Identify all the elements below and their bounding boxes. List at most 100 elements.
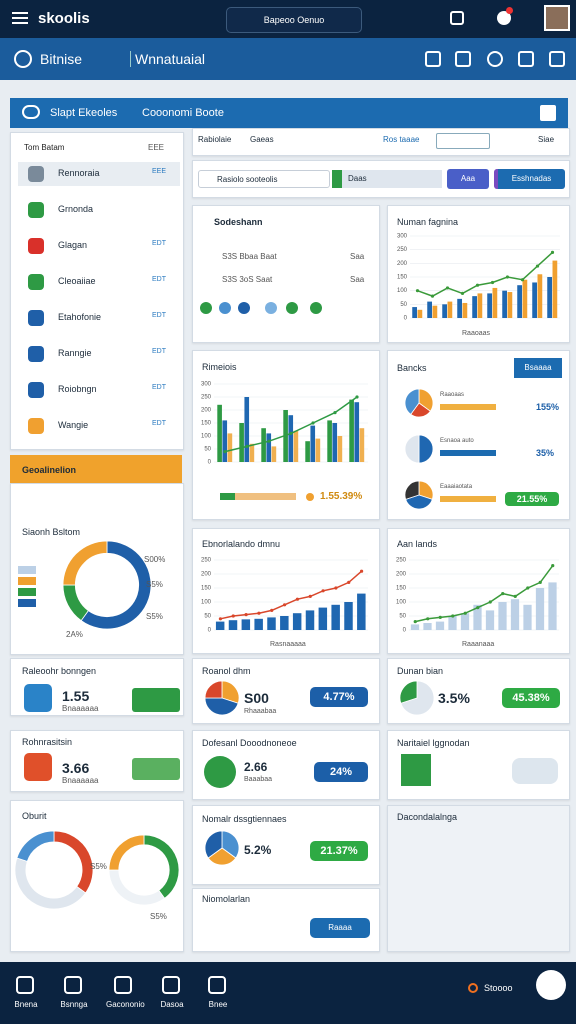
card-title: Sodeshann <box>214 217 263 227</box>
card-title: Geoalinelion <box>22 465 77 475</box>
nav-label[interactable]: Grnonda <box>58 204 94 214</box>
select[interactable]: Daas <box>332 170 442 188</box>
bar <box>412 307 417 318</box>
nav-icon <box>28 418 44 434</box>
pie-slice <box>204 680 223 699</box>
point <box>438 615 442 619</box>
bar <box>305 441 310 462</box>
icon[interactable] <box>549 51 565 67</box>
button[interactable]: Aaa <box>447 169 489 189</box>
nav-label[interactable]: Gacononio <box>106 1000 145 1009</box>
tab[interactable]: Rabiolaie <box>198 135 232 144</box>
tab[interactable]: Gaeas <box>250 135 274 144</box>
tab[interactable]: Siae <box>538 135 555 144</box>
nav-icon <box>28 202 44 218</box>
y-tick-label: 300 <box>201 382 212 388</box>
nav-icon[interactable] <box>162 976 180 994</box>
bar <box>442 304 447 318</box>
nav-label[interactable]: Bsnnga <box>60 1000 88 1009</box>
point <box>488 600 492 604</box>
search-box[interactable]: Bapeoo Oenuo <box>226 7 362 33</box>
kpi-sub: Baaabaa <box>244 776 273 783</box>
bar <box>473 604 482 630</box>
point <box>526 586 530 590</box>
card-title: Numan fagnina <box>397 217 459 227</box>
callout: 2A% <box>66 630 83 639</box>
tab[interactable]: Ros taaae <box>383 135 420 144</box>
nav-label[interactable]: Ranngie <box>58 348 92 358</box>
icon[interactable] <box>455 51 471 67</box>
tab-input[interactable] <box>436 133 490 149</box>
donut-slice <box>108 834 145 871</box>
bar <box>547 277 552 318</box>
pie-slice <box>207 847 237 866</box>
icon[interactable] <box>518 51 534 67</box>
nav-icon[interactable] <box>16 976 34 994</box>
bar-chart: 0 50 100 150 200 250 <box>201 558 368 634</box>
avatar[interactable] <box>544 5 570 31</box>
bar <box>532 282 537 318</box>
nav-label[interactable]: Bnee <box>208 1000 228 1009</box>
icon[interactable] <box>540 105 556 121</box>
point <box>295 597 300 601</box>
card-subtitle: Siaonh Bsltom <box>22 527 81 537</box>
nav-label[interactable]: Etahofonie <box>58 312 102 322</box>
nav-icon <box>28 238 44 254</box>
bar-chart: 0 50 100 150 200 250 300 <box>201 382 368 466</box>
section-bar <box>10 98 568 128</box>
search-input[interactable]: Rasiolo sooteolis <box>198 170 330 188</box>
y-tick-label: 150 <box>397 275 408 281</box>
point <box>244 613 248 617</box>
bar <box>517 285 522 318</box>
button[interactable]: Raaaa <box>310 918 370 938</box>
nav-badge: EDT <box>152 312 166 319</box>
icon <box>401 754 431 786</box>
bar <box>462 302 468 318</box>
button[interactable]: Esshnadas <box>494 169 565 189</box>
nav-label[interactable]: Wangie <box>58 420 89 430</box>
section-title: Slapt Ekeoles <box>50 107 118 119</box>
icon <box>24 753 52 781</box>
icon[interactable] <box>487 51 503 67</box>
nav-label[interactable]: Rennoraia <box>58 168 100 178</box>
nav-icon[interactable] <box>64 976 82 994</box>
nav-label[interactable]: Cleoaiiae <box>58 276 96 286</box>
nav-label[interactable]: Bnena <box>14 1000 38 1009</box>
bar <box>318 607 328 630</box>
bar <box>507 292 513 318</box>
bar <box>472 296 477 318</box>
point <box>490 280 495 285</box>
kpi-pill: 45.38% <box>502 688 560 708</box>
y-tick-label: 250 <box>201 558 212 564</box>
y-tick-label: 0 <box>208 628 212 634</box>
nav-label[interactable]: Glagan <box>58 240 88 250</box>
button[interactable]: Bsaaaa <box>514 358 562 378</box>
bar <box>344 602 353 630</box>
y-tick-label: 100 <box>201 434 212 440</box>
bar <box>249 443 255 462</box>
pie-slice <box>221 680 240 704</box>
pie-slice <box>204 697 239 716</box>
point <box>355 395 359 399</box>
nav-icon <box>28 382 44 398</box>
kpi-value: 3.66 <box>62 760 90 776</box>
nav-icon[interactable] <box>114 976 132 994</box>
bar <box>548 582 557 630</box>
back-button[interactable] <box>14 50 32 68</box>
point <box>501 592 505 596</box>
card <box>192 205 380 343</box>
fab[interactable] <box>536 970 566 1000</box>
nav-label[interactable]: Roiobngn <box>58 384 97 394</box>
card-title: Naritaiel lggnodan <box>397 738 470 748</box>
icon[interactable] <box>497 11 511 25</box>
menu-button[interactable] <box>12 12 28 14</box>
y-tick-label: 200 <box>397 261 408 267</box>
nav-icon[interactable] <box>208 976 226 994</box>
donut-slice <box>16 830 55 862</box>
nav-icon <box>28 346 44 362</box>
nav-label[interactable]: Dasoa <box>160 1000 184 1009</box>
donut-chart <box>62 540 152 630</box>
icon[interactable] <box>450 11 464 25</box>
point <box>311 421 315 425</box>
icon[interactable] <box>425 51 441 67</box>
